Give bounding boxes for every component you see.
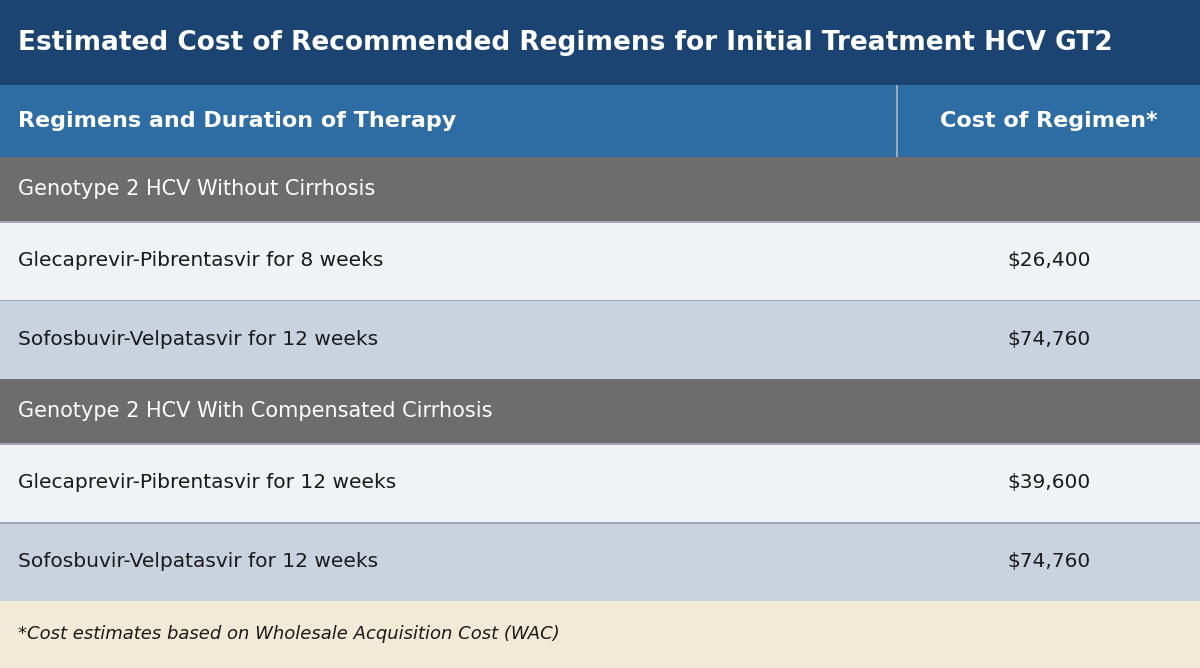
- Bar: [0, 522, 1200, 524]
- Text: *Cost estimates based on Wholesale Acquisition Cost (WAC): *Cost estimates based on Wholesale Acqui…: [18, 625, 559, 643]
- Text: $74,760: $74,760: [1007, 552, 1091, 571]
- Bar: [0, 221, 1200, 222]
- Text: Estimated Cost of Recommended Regimens for Initial Treatment HCV GT2: Estimated Cost of Recommended Regimens f…: [18, 29, 1112, 55]
- Bar: [898, 221, 1200, 300]
- Bar: [0, 444, 1200, 445]
- Bar: [0, 157, 1200, 221]
- Bar: [0, 85, 898, 157]
- Bar: [0, 444, 898, 522]
- Text: Cost of Regimen*: Cost of Regimen*: [940, 111, 1158, 131]
- Text: Sofosbuvir-Velpatasvir for 12 weeks: Sofosbuvir-Velpatasvir for 12 weeks: [18, 552, 378, 571]
- Bar: [0, 0, 1200, 85]
- Bar: [895, 85, 898, 157]
- Bar: [0, 221, 898, 300]
- Bar: [0, 379, 1200, 444]
- Bar: [0, 300, 1200, 301]
- Text: Sofosbuvir-Velpatasvir for 12 weeks: Sofosbuvir-Velpatasvir for 12 weeks: [18, 330, 378, 349]
- Text: $26,400: $26,400: [1007, 251, 1091, 270]
- Bar: [0, 300, 898, 379]
- Bar: [898, 444, 1200, 522]
- Text: Regimens and Duration of Therapy: Regimens and Duration of Therapy: [18, 111, 456, 131]
- Bar: [0, 601, 1200, 668]
- Text: Genotype 2 HCV Without Cirrhosis: Genotype 2 HCV Without Cirrhosis: [18, 179, 376, 199]
- Text: Glecaprevir-Pibrentasvir for 12 weeks: Glecaprevir-Pibrentasvir for 12 weeks: [18, 473, 396, 492]
- Text: $39,600: $39,600: [1007, 473, 1091, 492]
- Text: $74,760: $74,760: [1007, 330, 1091, 349]
- Text: Genotype 2 HCV With Compensated Cirrhosis: Genotype 2 HCV With Compensated Cirrhosi…: [18, 401, 492, 421]
- Bar: [898, 522, 1200, 601]
- Bar: [898, 85, 1200, 157]
- Bar: [0, 522, 898, 601]
- Bar: [898, 300, 1200, 379]
- Text: Glecaprevir-Pibrentasvir for 8 weeks: Glecaprevir-Pibrentasvir for 8 weeks: [18, 251, 383, 270]
